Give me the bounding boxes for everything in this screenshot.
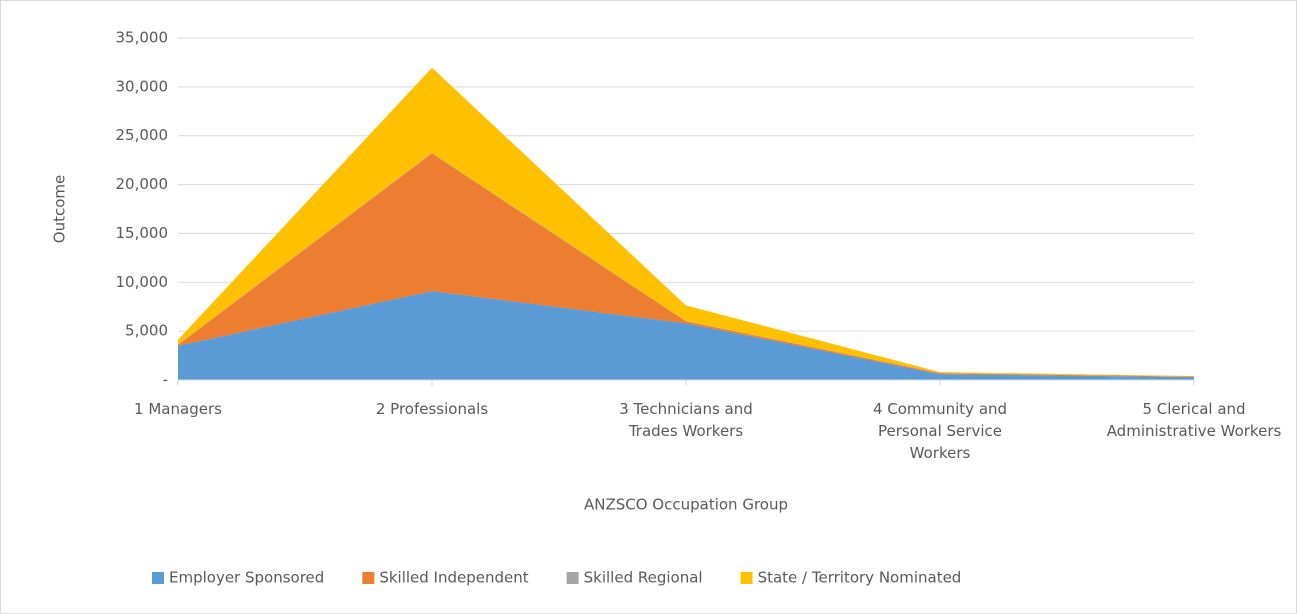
legend-swatch <box>740 572 753 584</box>
legend-swatch <box>362 572 375 584</box>
y-tick-label: 25,000 <box>116 126 169 144</box>
area <box>178 67 1194 377</box>
legend-swatch <box>152 572 164 584</box>
legend-label: Skilled Regional <box>584 569 703 587</box>
y-axis-title: Outcome <box>51 175 69 243</box>
x-tick-label: 1 Managers <box>134 400 222 418</box>
legend-swatch <box>566 572 579 584</box>
area <box>178 291 1194 380</box>
y-tick-label: 10,000 <box>116 273 169 291</box>
area <box>178 153 1194 378</box>
y-tick-label: - <box>163 371 168 389</box>
x-tick-label: 4 Community and Personal Service Workers <box>872 400 1008 462</box>
x-tick-label: 3 Technicians and Trades Workers <box>619 400 753 440</box>
x-tick-label: 5 Clerical and Administrative Workers <box>1106 400 1282 440</box>
legend-label: State / Territory Nominated <box>758 569 962 587</box>
x-tick-label: 2 Professionals <box>375 400 489 418</box>
y-tick-label: 35,000 <box>116 29 169 47</box>
x-axis-title: ANZSCO Occupation Group <box>584 496 788 514</box>
legend-label: Skilled Independent <box>379 569 528 587</box>
legend-label: Employer Sponsored <box>169 569 324 587</box>
y-tick-label: 5,000 <box>125 322 168 340</box>
y-tick-label: 15,000 <box>116 224 169 242</box>
y-tick-label: 20,000 <box>116 175 169 193</box>
y-tick-label: 30,000 <box>116 77 169 95</box>
